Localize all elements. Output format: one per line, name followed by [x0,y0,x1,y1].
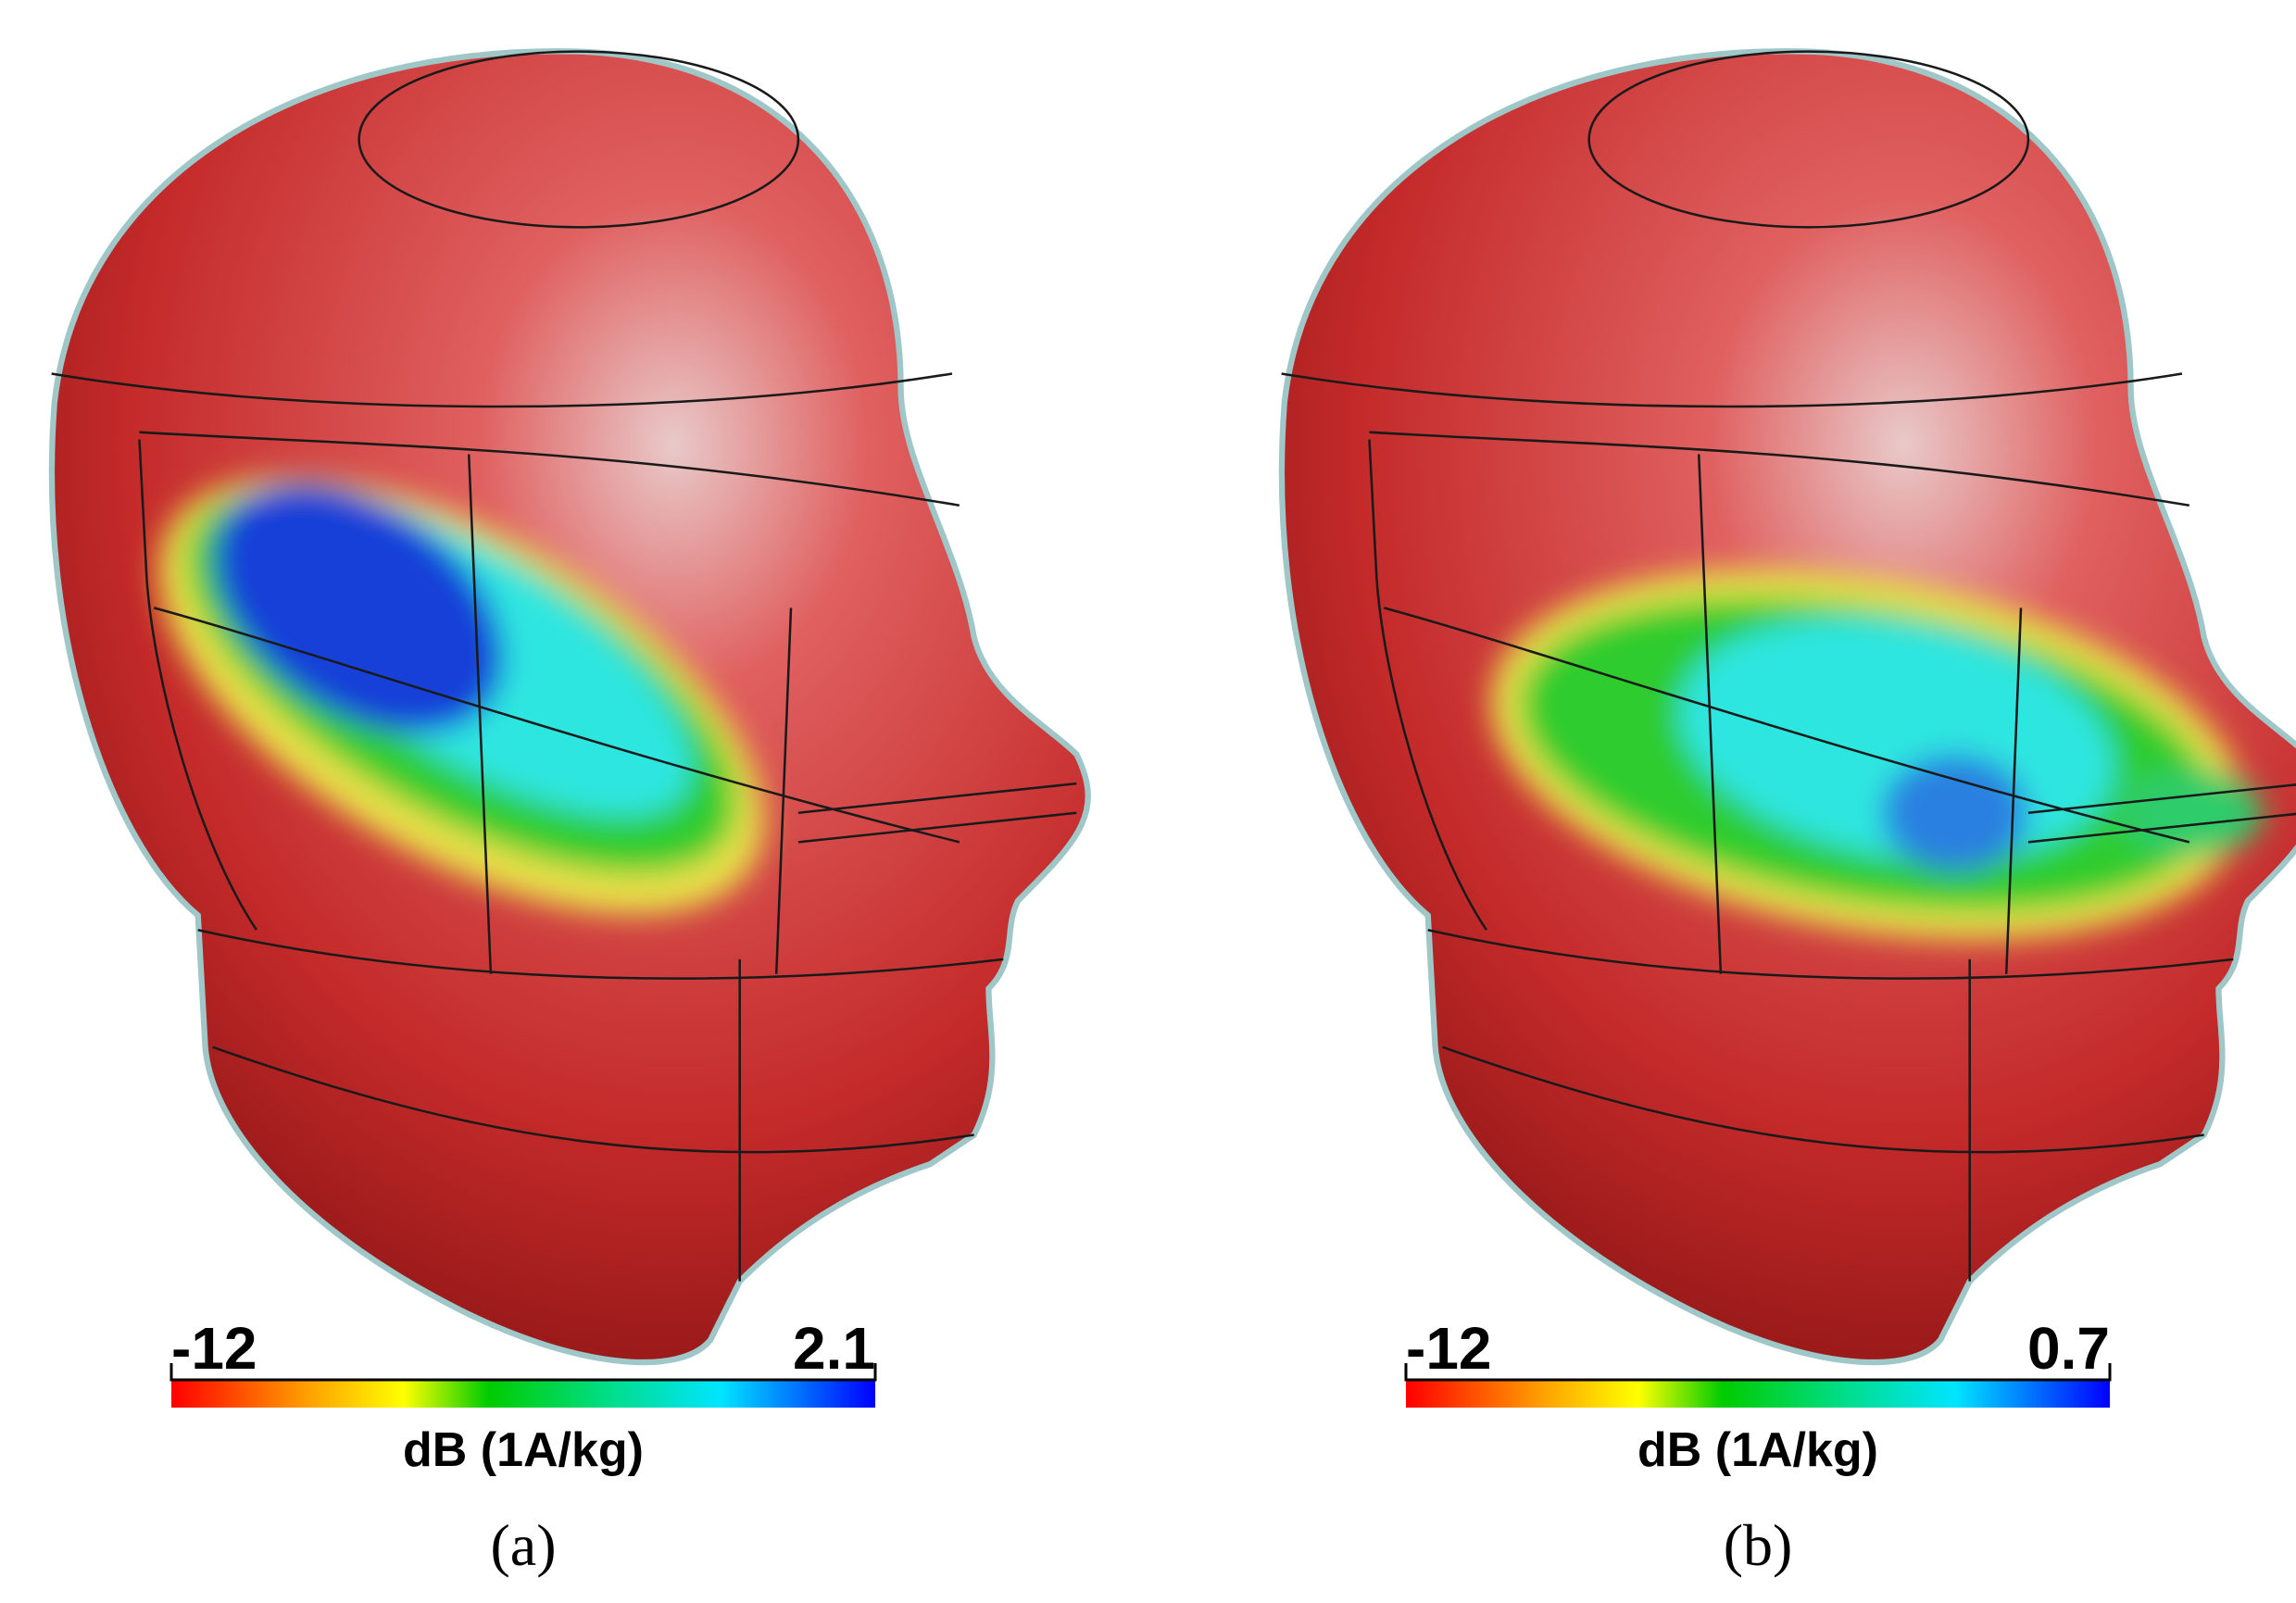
colorbar-unit: dB (1A/kg) [1637,1423,1878,1477]
colorbar-min: -12 [171,1315,257,1382]
colorbar-min: -12 [1406,1315,1492,1382]
colorbar [1406,1380,2110,1408]
colorbar-frame [169,1363,877,1382]
colorbar-max: 0.7 [2027,1315,2110,1382]
head-b [1282,51,2296,1362]
colorbar-frame [1404,1363,2112,1382]
caption: (a) [490,1512,556,1578]
panel-b-labels: -12 0.7 dB (1A/kg) (b) [1404,1315,2112,1578]
head-a [52,51,1088,1362]
caption: (b) [1724,1512,1793,1578]
colorbar-unit: dB (1A/kg) [403,1423,644,1477]
colorbar [171,1380,875,1408]
colorbar-max: 2.1 [793,1315,875,1382]
panel-a-labels: -12 2.1 dB (1A/kg) (a) [169,1315,877,1578]
